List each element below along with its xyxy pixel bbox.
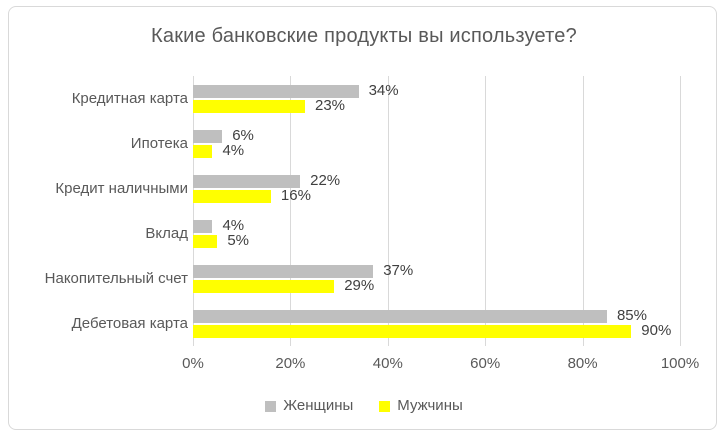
bar-value-label: 16% <box>280 187 311 204</box>
bar-value-label: 85% <box>616 307 647 324</box>
bar <box>193 129 223 143</box>
bar-value-label: 22% <box>310 172 341 189</box>
bar <box>193 279 335 293</box>
grid-line <box>680 76 681 346</box>
grid-line <box>582 76 584 346</box>
grid-line <box>387 76 389 346</box>
axis-tick-label: 60% <box>470 355 501 372</box>
chart-frame <box>8 6 717 430</box>
grid-line <box>290 76 292 346</box>
legend: Женщины Мужчины <box>0 396 728 416</box>
bar <box>193 309 607 323</box>
bar <box>193 264 374 278</box>
bar-value-label: 4% <box>222 142 245 159</box>
bar <box>193 219 213 233</box>
bar <box>193 174 301 188</box>
axis-tick-label: 0% <box>182 355 204 372</box>
bar <box>193 189 271 203</box>
axis-tick-label: 40% <box>372 355 403 372</box>
legend-swatch-icon <box>265 400 277 412</box>
axis-tick-label: 20% <box>275 355 306 372</box>
bar-value-label: 6% <box>232 127 254 144</box>
bar-value-label: 34% <box>368 82 399 99</box>
bar-value-label: 23% <box>315 97 346 114</box>
category-label: Вклад <box>145 224 188 242</box>
bar-value-label: 4% <box>222 217 245 234</box>
bar <box>193 144 213 158</box>
bar <box>193 99 305 113</box>
x-axis: 0% 20% 40% 60% 80% 100% <box>182 354 699 374</box>
axis-tick-label: 100% <box>660 355 700 372</box>
bar <box>193 324 632 338</box>
legend-swatch-icon <box>379 400 391 412</box>
axis-tick-label: 80% <box>567 355 598 372</box>
legend-label: Мужчины <box>397 397 463 414</box>
category-axis: Кредитная карта Ипотека Кредит наличными Вк… <box>10 76 188 346</box>
category-label: Ипотека <box>130 134 188 152</box>
bar-value-label: 5% <box>227 232 250 249</box>
category-label: Кредит наличными <box>55 179 188 197</box>
category-label: Кредитная карта <box>71 89 188 107</box>
bar <box>193 234 218 248</box>
bar-value-label: 37% <box>383 262 414 279</box>
grid-line <box>193 76 194 346</box>
legend-item: Женщины <box>265 396 353 416</box>
bar <box>193 84 359 98</box>
chart-title: Какие банковские продукты вы используете… <box>151 25 577 47</box>
category-label: Накопительный счет <box>44 269 188 287</box>
grid-line <box>485 76 487 346</box>
category-label: Дебетовая карта <box>71 314 188 332</box>
bar-value-label: 29% <box>344 277 375 294</box>
bar-value-label: 90% <box>641 322 672 339</box>
plot-area: 34% 23% 6% 4% 22% 16% 4% 5% 37% 29% 85% 90% <box>193 76 681 346</box>
legend-item: Мужчины <box>379 396 463 416</box>
legend-label: Женщины <box>283 397 354 414</box>
